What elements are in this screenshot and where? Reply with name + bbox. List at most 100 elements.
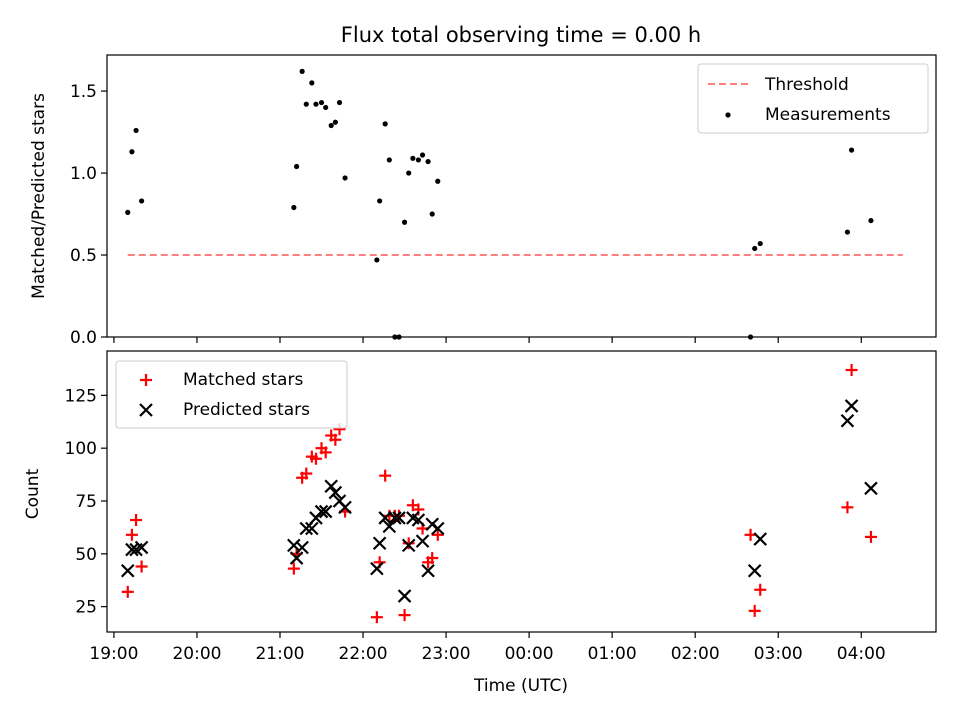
predicted-star-point [305,521,319,536]
measurement-point [313,101,319,107]
measurement-point [844,229,851,235]
legend-threshold-label: Threshold [764,75,849,95]
measurement-point [410,155,416,161]
predicted-star-point [844,399,859,413]
legend-predicted-swatch [139,403,153,417]
top-y-tick-label: 0.0 [70,328,97,348]
predicted-star-point [295,540,309,555]
matched-star-point [393,509,406,522]
predicted-star-point [370,561,384,576]
predicted-star-point [314,504,329,519]
matched-star-point [841,501,854,514]
matched-star-point [754,583,767,596]
measurement-point [382,121,388,127]
bottom-y-axis-label: Count [23,468,43,519]
bottom-x-tick-label: 04:00 [837,644,886,664]
predicted-star-point [392,511,406,525]
top-legend-box [697,63,929,134]
top-panel: 0.0 0.5 1.0 1.5 Matched/Predicted stars Thr… [29,54,937,348]
bottom-x-tick-label: 22:00 [339,644,388,664]
legend-predicted-label: Predicted stars [183,400,310,420]
predicted-star-point [388,511,402,525]
matched-star-point [864,530,877,543]
top-x-ticks [113,337,862,343]
predicted-star-point [411,513,426,527]
predicted-star-point [378,511,392,525]
bottom-x-tick-label: 01:00 [588,644,637,664]
bottom-axes-frame [106,350,937,633]
predicted-star-point [324,479,338,493]
matched-star-point [121,585,134,598]
predicted-star-point [289,551,304,565]
predicted-star-point [430,521,445,536]
bottom-x-axis-label: Time (UTC) [473,676,568,696]
predicted-star-point [120,563,135,578]
bottom-y-tick-label: 125 [65,386,97,406]
predicted-star-point [401,538,416,553]
bottom-y-ticks: 25 50 75 100 125 [65,386,107,618]
bottom-legend-box [115,360,348,429]
predicted-star-point [415,534,430,548]
measurement-point [323,104,329,111]
matched-star-point [130,514,143,527]
bottom-y-tick-label: 25 [75,598,97,618]
bottom-x-tick-label: 00:00 [505,644,554,664]
top-y-tick-label: 1.5 [70,82,97,102]
matched-star-point [125,528,138,541]
bottom-y-tick-label: 50 [75,545,97,565]
measurement-point [303,101,309,107]
predicted-star-point [421,563,435,578]
matched-star-point [319,446,332,459]
matched-star-point [309,452,322,465]
legend-x-marker [139,403,153,417]
matched-star-point [135,560,148,573]
measurement-point [401,219,408,225]
legend-matched-swatch [140,374,152,386]
measurement-point [406,170,412,176]
predicted-star-point [287,538,301,553]
predicted-star-point [753,532,768,546]
figure-title: Flux total observing time = 0.00 h [341,23,701,47]
predicted-star-point [747,563,762,578]
predicted-star-point [864,481,878,496]
measurement-point [328,122,334,129]
measurement-point [377,198,383,204]
predicted-star-point [372,536,387,551]
bottom-x-tick-label: 02:00 [671,644,720,664]
top-y-axis-label: Matched/Predicted stars [29,93,49,299]
matched-star-point [431,528,444,541]
measurement-point [419,152,426,158]
bottom-panel: 25 50 75 100 125 19:00 20:00 21:00 22:00 23:00 00… [23,350,937,696]
matched-star-point [398,609,411,622]
bottom-x-tick-label: 23:00 [422,644,471,664]
measurement-point [336,99,343,106]
predicted-star-point [328,485,343,500]
matched-star-point [300,467,313,480]
matched-star-point [845,364,858,377]
bottom-y-tick-label: 100 [65,439,97,459]
top-plot-area [125,68,903,340]
predicted-star-point [134,540,149,555]
matched-star-point [287,562,300,575]
predicted-star-point [299,521,314,536]
measurement-point [129,149,135,155]
measurement-point [294,163,300,170]
measurement-point [415,157,421,163]
top-y-tick-label: 1.0 [70,164,97,184]
measurement-point [374,257,380,263]
bottom-legend: Matched stars Predicted stars [115,360,348,429]
matched-star-point [748,604,761,617]
matched-star-point [402,537,415,550]
bottom-x-ticks: 19:00 20:00 21:00 22:00 23:00 00:00 01:00 02:00… [89,632,886,664]
top-axes-frame [106,54,937,338]
predicted-star-point [840,413,855,428]
measurement-point [757,240,763,247]
predicted-star-point [318,504,333,519]
measurement-point [125,209,131,215]
bottom-x-tick-label: 21:00 [255,644,304,664]
matched-star-point [379,469,392,482]
bottom-x-tick-label: 03:00 [754,644,803,664]
bottom-plot-area [120,364,878,624]
bottom-x-tick-label: 20:00 [172,644,221,664]
matched-star-point [329,433,342,446]
